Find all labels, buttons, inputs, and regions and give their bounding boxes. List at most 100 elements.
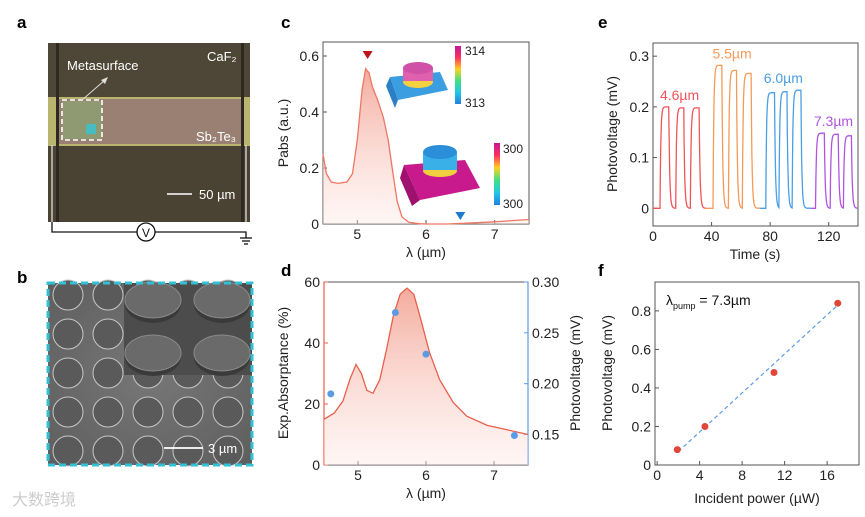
pillar — [92, 357, 124, 389]
x-tick-label: 7 — [491, 226, 499, 242]
photovoltage-point — [510, 432, 518, 440]
pillar — [52, 318, 84, 350]
x-tick-label: 80 — [762, 228, 778, 244]
photovoltage-trace — [653, 106, 706, 209]
photovoltage-trace — [705, 64, 761, 210]
panel-label-b: b — [17, 268, 27, 287]
chart-c: 5 6 7 0 0.2 0.4 0.6 λ (µm) Pabs (a.u.) — [275, 41, 530, 260]
pillar — [132, 435, 164, 467]
value: = 7.3µm — [696, 292, 751, 308]
x-tick-label: 5 — [353, 226, 361, 242]
x-tick-label: 6 — [422, 467, 430, 483]
y-tick-label: 0.4 — [632, 380, 652, 396]
circuit — [51, 145, 252, 245]
y-tick-label: 0.4 — [300, 104, 320, 120]
voltmeter-label: V — [142, 226, 150, 240]
linear-fit-line — [677, 304, 839, 452]
y-tick-label: 0.2 — [630, 99, 650, 115]
panel-label-d: d — [281, 261, 291, 280]
y-tick-label: 0.3 — [630, 48, 650, 64]
x-tick-label: 4 — [696, 467, 704, 483]
pillar-tilted — [193, 281, 251, 319]
pillar — [92, 396, 124, 428]
x-tick-label: 16 — [819, 467, 835, 483]
device-micrograph: Metasurface CaF₂ Sb₂Te₃ 50 µm — [48, 43, 250, 222]
y-tick-label: 60 — [304, 274, 320, 290]
y-axis-label: Pabs (a.u.) — [275, 99, 291, 167]
x-axis-label: Incident power (µW) — [694, 490, 820, 506]
y-tick-label: 0.6 — [632, 341, 652, 357]
data-point — [770, 369, 778, 377]
colorbar-max-label: 314 — [465, 44, 485, 58]
data-point — [834, 299, 842, 307]
x-tick-label: 12 — [777, 467, 793, 483]
series-label: 4.6µm — [660, 87, 699, 103]
x-tick-label: 6 — [422, 226, 430, 242]
thermal-insets: 314 313 300 300 — [386, 44, 523, 211]
x-tick-label: 0 — [649, 228, 657, 244]
x-axis-label: λ (µm) — [406, 244, 446, 260]
y-tick-label: 0.30 — [532, 274, 559, 290]
y-tick-label: 0.15 — [532, 427, 559, 443]
y-tick-label: 0.1 — [630, 150, 650, 166]
chart-d: 5 6 7 0 20 40 60 0.15 0.20 0.25 0.30 λ (µm) Exp.Abso… — [275, 274, 583, 501]
inset-hot: 314 313 — [386, 44, 485, 110]
scale-bar-label: 50 µm — [199, 187, 235, 202]
y-tick-label: 0.25 — [532, 325, 559, 341]
sem-frame — [46, 281, 254, 467]
sem-image: 3 µm — [46, 279, 254, 467]
pillar-tilted — [124, 334, 182, 372]
plot-frame — [652, 42, 859, 227]
pillar — [52, 435, 84, 467]
series-label: 7.3µm — [814, 113, 853, 129]
y-tick-label: 0.2 — [300, 160, 320, 176]
x-tick-label: 8 — [738, 467, 746, 483]
colorbar-min-label: 313 — [465, 96, 485, 110]
x-tick-label: 0 — [653, 467, 661, 483]
colorbar-min-label: 300 — [503, 197, 523, 211]
pillar — [172, 396, 204, 428]
photovoltage-trace — [759, 89, 812, 210]
inset-cold: 300 300 — [400, 142, 523, 211]
pillar — [92, 279, 124, 311]
watermark: 大数跨境 — [12, 490, 76, 509]
series-label: 6.0µm — [764, 70, 803, 86]
y-tick-label: 0.6 — [300, 48, 320, 64]
scale-bar-label: 3 µm — [208, 441, 237, 456]
marker-triangle-icon — [455, 212, 466, 220]
photovoltage-point — [422, 350, 430, 358]
x-tick-label: 5 — [354, 467, 362, 483]
plot-frame — [654, 281, 860, 466]
panel-label-f: f — [598, 261, 604, 280]
pillar-tilted — [124, 281, 182, 319]
x-tick-label: 7 — [490, 467, 498, 483]
y-tick-label: 0 — [311, 216, 319, 232]
panel-label-c: c — [281, 13, 290, 32]
pillar — [92, 435, 124, 467]
y-tick-label: 40 — [304, 335, 320, 351]
series-label: 5.5µm — [712, 45, 751, 61]
absorptance-area — [324, 288, 528, 465]
y-axis-label: Exp.Absorptance (%) — [275, 307, 291, 439]
x-tick-label: 40 — [704, 228, 720, 244]
panel-label-e: e — [598, 13, 607, 32]
absorption-area — [323, 68, 529, 224]
pillar — [172, 435, 204, 467]
pillar — [132, 396, 164, 428]
chart-f: 0 4 8 12 16 0 0.2 0.4 0.6 0.8 λpump = 7.3µm Inciden… — [599, 281, 860, 506]
substrate-label: CaF₂ — [207, 49, 237, 64]
pillar — [52, 396, 84, 428]
metasurface-label: Metasurface — [67, 58, 139, 73]
y-axis-label: Photovoltage (mV) — [567, 315, 583, 431]
y-tick-label: 0 — [643, 457, 651, 473]
y-tick-label: 0.8 — [632, 303, 652, 319]
data-point — [701, 422, 709, 430]
y-tick-label: 20 — [304, 396, 320, 412]
pillar-tilted — [193, 334, 251, 372]
photovoltage-point — [327, 390, 335, 398]
x-tick-label: 120 — [817, 228, 841, 244]
pillar — [92, 318, 124, 350]
voltmeter-icon — [136, 222, 156, 242]
photovoltage-point — [391, 309, 399, 316]
